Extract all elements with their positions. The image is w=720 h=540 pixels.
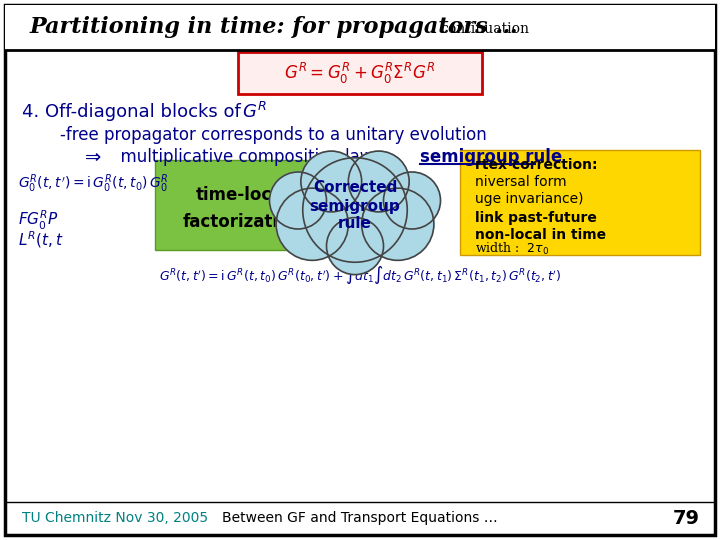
Text: Partitioning in time: for propagators …: Partitioning in time: for propagators … (30, 16, 518, 38)
Text: $G^R(t,t') = \mathrm{i}\,G^R(t,t_0)\,G^R(t_0,t') + \int dt_1\int dt_2\, G^R(t,t_: $G^R(t,t') = \mathrm{i}\,G^R(t,t_0)\,G^R… (158, 264, 562, 286)
Circle shape (384, 172, 441, 229)
Text: multiplicative composition law: multiplicative composition law (110, 148, 374, 166)
Text: rtex correction:: rtex correction: (475, 158, 598, 172)
Circle shape (302, 158, 408, 262)
Text: rule: rule (338, 215, 372, 231)
Text: uge invariance): uge invariance) (475, 192, 583, 206)
Text: width :  $2\tau_0$: width : $2\tau_0$ (475, 241, 549, 257)
Circle shape (301, 151, 361, 212)
Text: 79: 79 (673, 509, 700, 528)
Circle shape (361, 188, 434, 260)
Text: Between GF and Transport Equations …: Between GF and Transport Equations … (222, 511, 498, 525)
Text: $G^R = G_0^R + G_0^R \Sigma^R G^R$: $G^R = G_0^R + G_0^R \Sigma^R G^R$ (284, 60, 436, 85)
Text: ⇒: ⇒ (85, 147, 102, 166)
Text: -free propagator corresponds to a unitary evolution: -free propagator corresponds to a unitar… (60, 126, 487, 144)
FancyBboxPatch shape (5, 5, 715, 535)
FancyBboxPatch shape (5, 5, 715, 50)
Circle shape (326, 218, 384, 275)
Text: $G_0^R(t,t') = \mathrm{i}\, G_0^R(t,t_0)\, G_0^R$: $G_0^R(t,t') = \mathrm{i}\, G_0^R(t,t_0)… (18, 173, 168, 195)
Circle shape (348, 151, 409, 212)
Text: $L^R(t,t$: $L^R(t,t$ (18, 230, 63, 251)
Text: continuation: continuation (440, 22, 529, 36)
Text: TU Chemnitz Nov 30, 2005: TU Chemnitz Nov 30, 2005 (22, 511, 208, 525)
Text: niversal form: niversal form (475, 175, 567, 189)
Text: link past-future: link past-future (475, 211, 597, 225)
Text: non-local in time: non-local in time (475, 228, 606, 242)
Text: $G^R$: $G^R$ (242, 102, 267, 122)
Text: semigroup rule: semigroup rule (420, 148, 562, 166)
FancyBboxPatch shape (460, 150, 700, 255)
FancyBboxPatch shape (155, 160, 330, 250)
Text: $FG_0^R P$: $FG_0^R P$ (18, 208, 59, 232)
Text: time-local: time-local (196, 186, 289, 204)
Text: factorization: factorization (182, 213, 302, 231)
FancyBboxPatch shape (238, 52, 482, 94)
Circle shape (269, 172, 326, 229)
Text: semigroup: semigroup (310, 199, 400, 213)
Text: 4. Off-diagonal blocks of: 4. Off-diagonal blocks of (22, 103, 246, 121)
Circle shape (276, 188, 348, 260)
Text: Corrected: Corrected (312, 180, 397, 195)
